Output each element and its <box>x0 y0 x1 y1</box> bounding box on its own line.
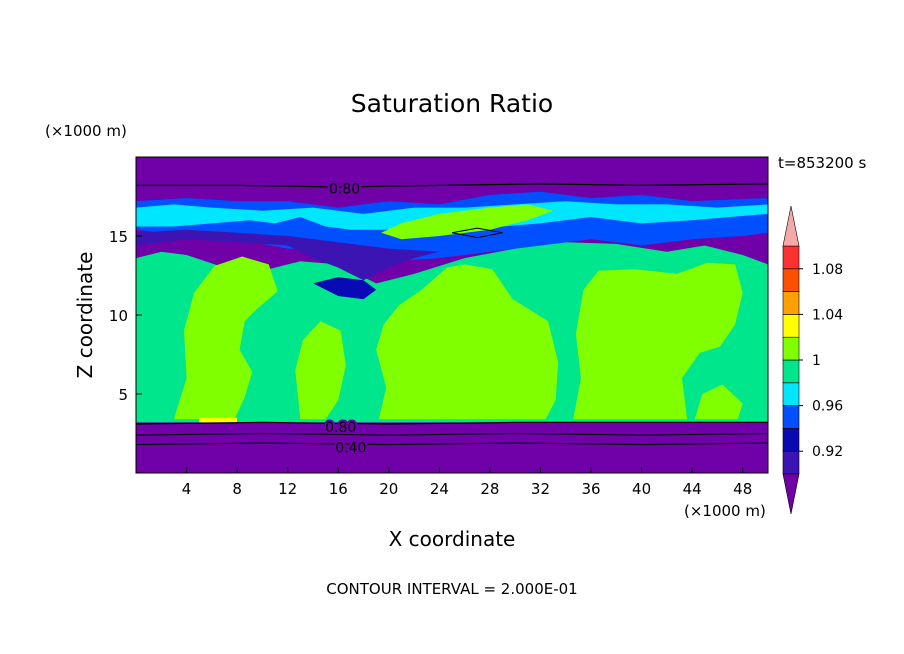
colorbar-box-9 <box>782 245 800 270</box>
colorbar-low-cap <box>782 473 800 515</box>
chart-title: Saturation Ratio <box>351 89 553 118</box>
colorbar-box-2 <box>782 405 800 429</box>
colorbar: 0.92 0.96 1 1.04 1.08 <box>782 205 843 515</box>
time-label: t=853200 s <box>778 154 866 172</box>
x-tick-label-28: 28 <box>480 480 499 498</box>
y-tick-label-10: 10 <box>109 307 128 325</box>
x-axis: 4 8 12 16 20 24 28 32 36 40 44 48 <box>182 467 752 498</box>
contour-labels: 0.80 0.80 0.40 <box>323 180 368 459</box>
contour-line-mid <box>451 227 503 239</box>
y-tick-label-15: 15 <box>109 228 128 246</box>
contour-label-1: 0.80 <box>325 420 356 436</box>
colorbar-tick-label-1: 0.96 <box>812 399 843 415</box>
x-tick-label-12: 12 <box>278 480 297 498</box>
x-tick-label-8: 8 <box>232 480 242 498</box>
x-unit-label: (×1000 m) <box>684 502 766 520</box>
y-axis: 5 10 15 <box>109 228 142 404</box>
colorbar-box-4 <box>782 359 800 384</box>
x-tick-label-4: 4 <box>182 480 192 498</box>
y-axis-title: Z coordinate <box>73 252 97 379</box>
contour-line-upper <box>136 183 768 188</box>
colorbar-box-6 <box>782 314 800 338</box>
x-tick-label-44: 44 <box>683 480 702 498</box>
region-cloud-lightgreen-4 <box>573 262 743 420</box>
colorbar-box-7 <box>782 291 800 315</box>
contour-line-low-3 <box>136 442 768 446</box>
region-cloud-lightgreen-2 <box>295 321 346 420</box>
colorbar-box-5 <box>782 336 800 361</box>
contour-label-0: 0.80 <box>329 182 360 198</box>
contour-label-2: 0.40 <box>335 441 366 457</box>
x-tick-label-40: 40 <box>632 480 651 498</box>
colorbar-box-1 <box>782 428 800 452</box>
colorbar-high-cap <box>782 205 800 247</box>
colorbar-tick-label-2: 1 <box>812 353 821 369</box>
contour-line-low-2 <box>136 432 768 436</box>
contour-line-low-1 <box>136 421 768 425</box>
x-tick-label-32: 32 <box>531 480 550 498</box>
colorbar-box-3 <box>782 382 800 406</box>
x-tick-label-20: 20 <box>379 480 398 498</box>
colorbar-box-8 <box>782 268 800 292</box>
region-cirrus-darkblue <box>313 277 377 300</box>
y-unit-label: (×1000 m) <box>45 122 127 140</box>
colorbar-box-0 <box>782 450 800 475</box>
region-cloud-lightgreen-5 <box>694 384 743 420</box>
colorbar-tick-label-3: 1.04 <box>812 307 843 323</box>
region-cirrus-purple <box>136 229 440 281</box>
x-tick-label-48: 48 <box>733 480 752 498</box>
region-cloud-lightgreen-3 <box>376 264 559 420</box>
contour-interval-footer: CONTOUR INTERVAL = 2.000E-01 <box>326 580 577 598</box>
x-tick-label-24: 24 <box>430 480 449 498</box>
region-cloud-lightgreen <box>173 256 278 420</box>
colorbar-tick-label-0: 0.92 <box>812 444 843 460</box>
y-tick-label-5: 5 <box>118 386 128 404</box>
region-upper-cloud <box>381 204 554 240</box>
plot-area <box>136 157 768 473</box>
x-tick-label-16: 16 <box>329 480 348 498</box>
x-axis-title: X coordinate <box>389 527 516 551</box>
colorbar-tick-label-4: 1.08 <box>812 262 843 278</box>
region-surface-yellow <box>199 417 238 423</box>
x-tick-label-36: 36 <box>581 480 600 498</box>
